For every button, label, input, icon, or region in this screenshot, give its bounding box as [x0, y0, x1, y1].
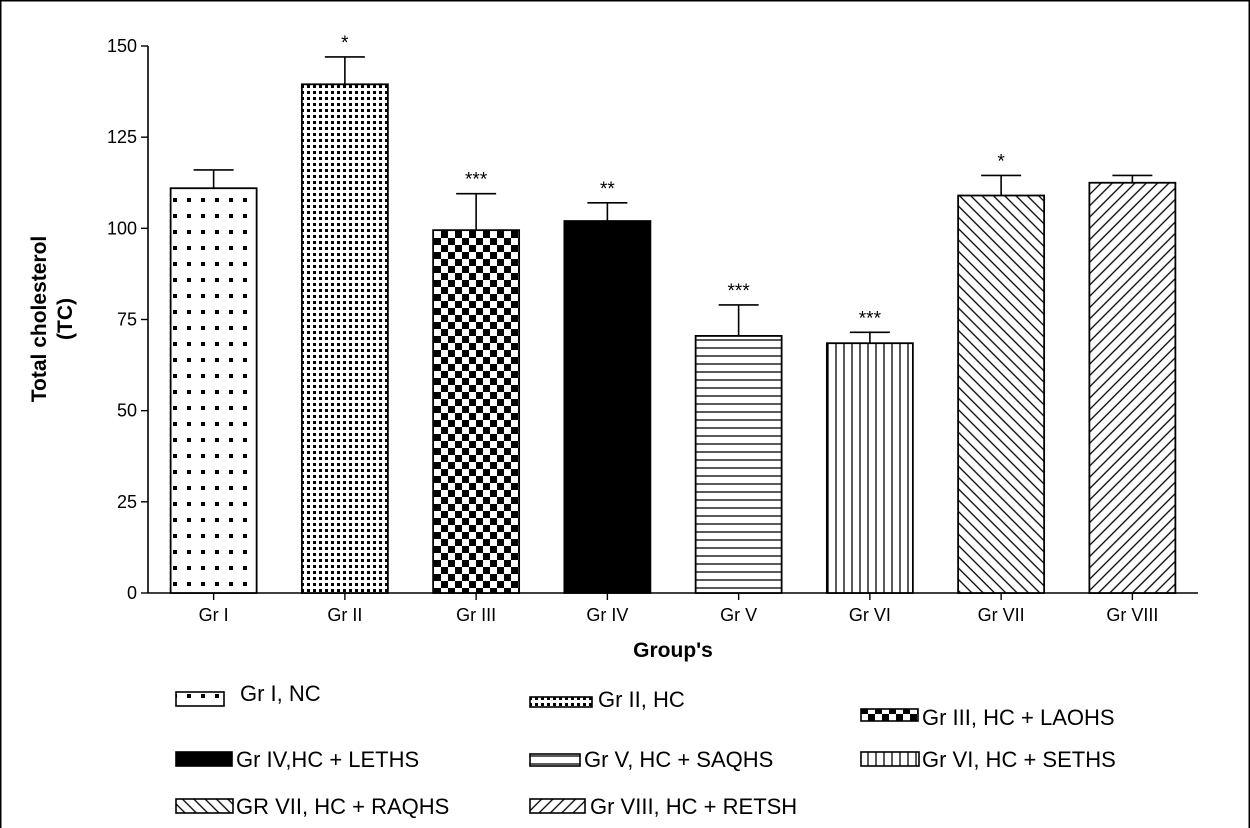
y-tick-label: 150: [107, 36, 137, 56]
significance-marker: ***: [859, 308, 882, 329]
legend-swatch-1: [175, 691, 225, 707]
significance-markers: **** *********: [341, 33, 1005, 329]
y-axis-title-line-1: Total cholesterol: [28, 236, 51, 402]
y-tick-label: 25: [117, 492, 137, 512]
legend-swatch-6: [860, 751, 920, 767]
bar-7: [957, 194, 1046, 594]
y-tick-label: 0: [127, 583, 137, 603]
legend-swatch-8: [529, 798, 586, 814]
bar-6: [825, 342, 914, 594]
legend-label-2: Gr II, HC: [598, 687, 685, 712]
x-tick-label: Gr VII: [978, 605, 1025, 625]
significance-marker: ***: [728, 281, 751, 302]
x-axis-title: Group's: [633, 639, 713, 662]
bar-8: [1088, 181, 1177, 594]
legend-swatch-2: [529, 696, 593, 708]
bar-4: [563, 220, 652, 594]
significance-marker: *: [997, 151, 1005, 172]
legend-swatch-4: [175, 751, 233, 767]
x-tick-label: Gr IV: [586, 605, 628, 625]
legend-swatch-3: [860, 708, 919, 722]
bar-3: [432, 229, 521, 594]
bar-1: [169, 187, 258, 594]
legend-swatch-5: [529, 753, 581, 767]
bar-2: [300, 83, 389, 594]
x-tick-label: Gr V: [720, 605, 757, 625]
y-axis-title-line-2: (TC): [54, 298, 77, 340]
x-axis: Gr I Gr II Gr III Gr IV Gr V Gr VI Gr VII Gr VI…: [148, 592, 1198, 625]
legend-label-7: GR VII, HC + RAQHS: [236, 794, 449, 819]
bars: [169, 83, 1177, 594]
y-tick-label: 75: [117, 310, 137, 330]
significance-marker: **: [600, 179, 615, 200]
legend-label-5: Gr V, HC + SAQHS: [584, 747, 773, 772]
legend-label-3: Gr III, HC + LAOHS: [922, 705, 1115, 730]
bar-5: [694, 335, 783, 594]
significance-marker: *: [341, 33, 349, 54]
y-tick-label: 100: [107, 218, 137, 238]
legend-label-6: Gr VI, HC + SETHS: [922, 747, 1116, 772]
x-tick-label: Gr III: [456, 605, 496, 625]
y-tick-label: 125: [107, 127, 137, 147]
x-tick-label: Gr II: [327, 605, 362, 625]
significance-marker: ***: [465, 170, 488, 191]
error-bars: [193, 56, 1153, 344]
legend: Gr I, NC Gr II, HC Gr III, HC + LAOHS Gr IV…: [175, 681, 1116, 819]
legend-label-1: Gr I, NC: [240, 681, 321, 706]
y-axis: 0 25 50 75 100 125 150: [107, 36, 149, 603]
legend-label-8: Gr VIII, HC + RETSH: [590, 794, 797, 819]
legend-swatch-7: [175, 798, 234, 814]
y-tick-label: 50: [117, 401, 137, 421]
x-tick-label: Gr I: [199, 605, 229, 625]
x-tick-label: Gr VIII: [1106, 605, 1158, 625]
x-tick-label: Gr VI: [849, 605, 891, 625]
legend-label-4: Gr IV,HC + LETHS: [236, 747, 419, 772]
